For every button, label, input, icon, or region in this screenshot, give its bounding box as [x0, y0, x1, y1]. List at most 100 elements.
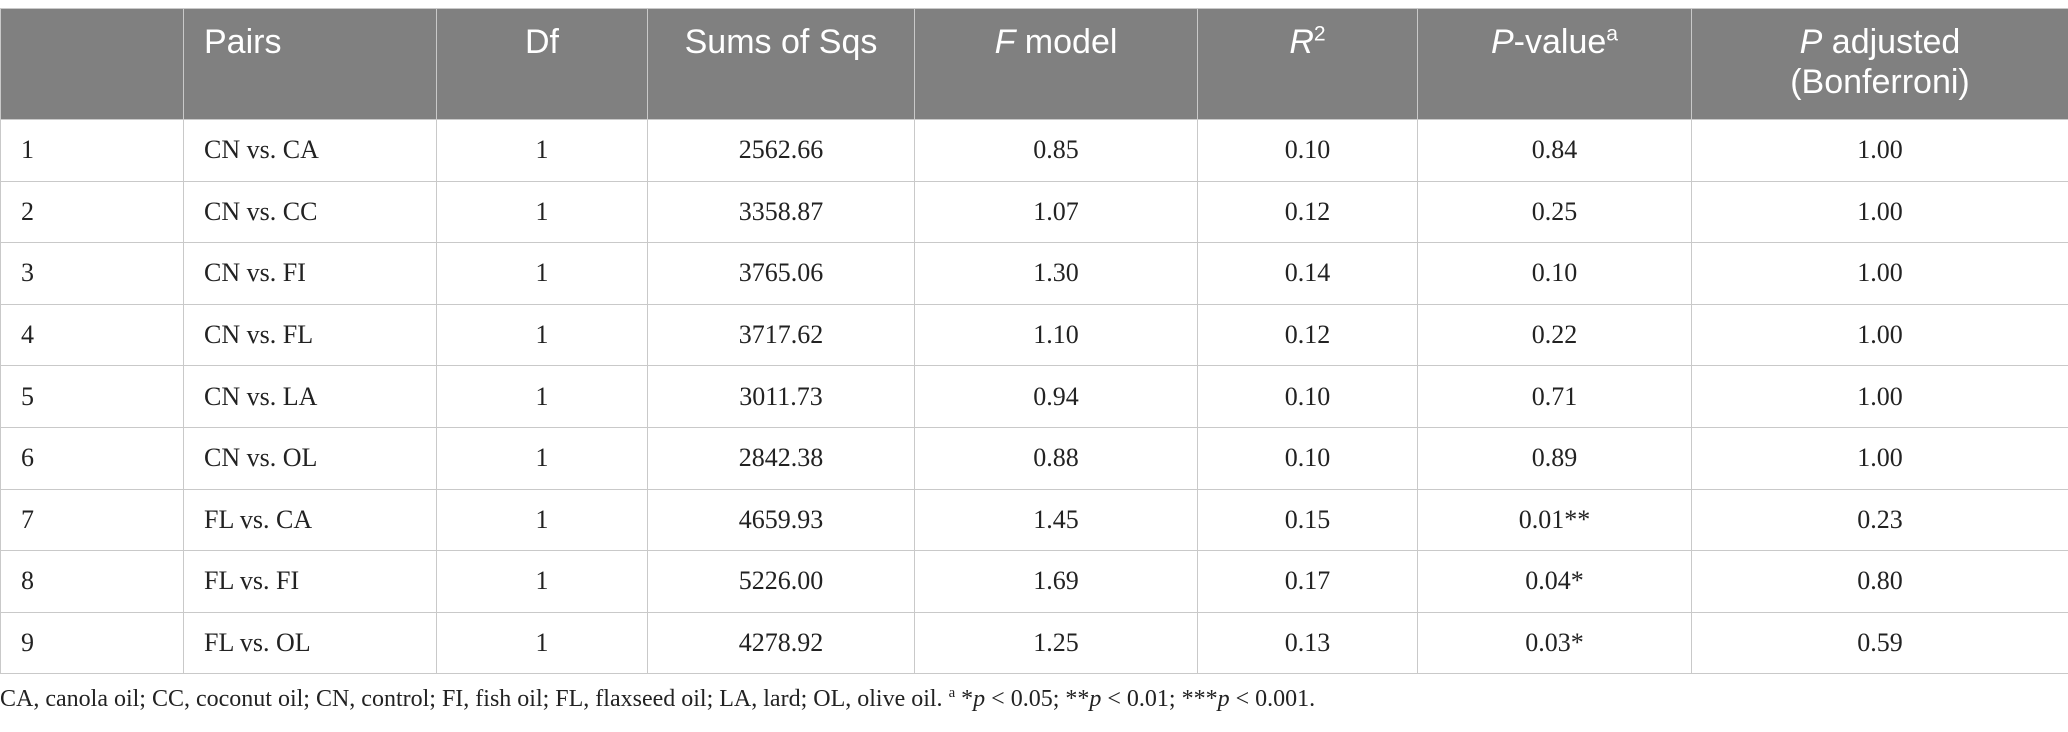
pair-cell: CN vs. FI — [183, 242, 437, 305]
r-squared-cell: 0.14 — [1197, 242, 1418, 305]
footnote-significance-1: * — [955, 686, 974, 712]
header-f-symbol: F — [994, 23, 1016, 61]
row-index: 3 — [0, 242, 184, 305]
table-row: 4 CN vs. FL 1 3717.62 1.10 0.12 0.22 1.00 — [0, 303, 2068, 367]
table-row: 6 CN vs. OL 1 2842.38 0.88 0.10 0.89 1.00 — [0, 426, 2068, 490]
header-padj-method: (Bonferroni) — [1790, 63, 1970, 101]
p-value-cell: 0.89 — [1417, 426, 1692, 490]
p-value-cell: 0.01** — [1417, 488, 1692, 552]
r-squared-cell: 0.10 — [1197, 426, 1418, 490]
f-model-cell: 1.07 — [914, 180, 1198, 244]
footnote-abbreviations: CA, canola oil; CC, coconut oil; CN, con… — [0, 686, 949, 712]
header-sums-of-sqs: Sums of Sqs — [647, 8, 915, 120]
p-value-cell: 0.22 — [1417, 303, 1692, 367]
pair-cell: FL vs. FI — [183, 550, 437, 613]
row-index: 6 — [0, 426, 184, 490]
row-index: 9 — [0, 611, 184, 675]
p-adjusted-cell: 1.00 — [1691, 242, 2068, 305]
p-adjusted-cell: 1.00 — [1691, 365, 2068, 428]
df-cell: 1 — [436, 303, 648, 367]
header-p-value: P-valuea — [1417, 8, 1692, 120]
r-squared-cell: 0.13 — [1197, 611, 1418, 675]
header-r-superscript: 2 — [1313, 22, 1326, 46]
header-p-footnote-marker: a — [1606, 22, 1619, 46]
header-df: Df — [436, 8, 648, 120]
r-squared-cell: 0.17 — [1197, 550, 1418, 613]
pair-cell: CN vs. OL — [183, 426, 437, 490]
df-cell: 1 — [436, 550, 648, 613]
p-value-cell: 0.84 — [1417, 119, 1692, 182]
sums-of-sqs-cell: 3358.87 — [647, 180, 915, 244]
row-index: 1 — [0, 119, 184, 182]
pair-cell: FL vs. OL — [183, 611, 437, 675]
table-row: 8 FL vs. FI 1 5226.00 1.69 0.17 0.04* 0.80 — [0, 550, 2068, 613]
p-adjusted-cell: 0.59 — [1691, 611, 2068, 675]
p-value-cell: 0.04* — [1417, 550, 1692, 613]
row-index: 7 — [0, 488, 184, 552]
sums-of-sqs-cell: 5226.00 — [647, 550, 915, 613]
df-cell: 1 — [436, 488, 648, 552]
f-model-cell: 0.88 — [914, 426, 1198, 490]
table-row: 5 CN vs. LA 1 3011.73 0.94 0.10 0.71 1.00 — [0, 365, 2068, 428]
pair-cell: CN vs. LA — [183, 365, 437, 428]
header-padj-symbol: P — [1799, 23, 1823, 61]
footnote-p-symbol-3: p — [1217, 686, 1230, 712]
p-adjusted-cell: 0.80 — [1691, 550, 2068, 613]
header-index — [0, 8, 184, 120]
sums-of-sqs-cell: 3765.06 — [647, 242, 915, 305]
sums-of-sqs-cell: 4659.93 — [647, 488, 915, 552]
sums-of-sqs-cell: 2562.66 — [647, 119, 915, 182]
row-index: 4 — [0, 303, 184, 367]
f-model-cell: 1.30 — [914, 242, 1198, 305]
header-p-label: -value — [1513, 23, 1607, 61]
row-index: 2 — [0, 180, 184, 244]
df-cell: 1 — [436, 426, 648, 490]
r-squared-cell: 0.15 — [1197, 488, 1418, 552]
footnote-marker: a — [948, 685, 956, 701]
f-model-cell: 1.10 — [914, 303, 1198, 367]
sums-of-sqs-cell: 4278.92 — [647, 611, 915, 675]
p-value-cell: 0.03* — [1417, 611, 1692, 675]
header-f-label: model — [1015, 23, 1118, 61]
row-index: 8 — [0, 550, 184, 613]
df-cell: 1 — [436, 180, 648, 244]
footnote-p-symbol-1: p — [973, 686, 986, 712]
table-row: 7 FL vs. CA 1 4659.93 1.45 0.15 0.01** 0.23 — [0, 488, 2068, 552]
pair-cell: CN vs. FL — [183, 303, 437, 367]
footnote-threshold-1: < 0.05; ** — [985, 686, 1090, 712]
header-r-squared: R2 — [1197, 8, 1418, 120]
df-cell: 1 — [436, 611, 648, 675]
f-model-cell: 0.85 — [914, 119, 1198, 182]
p-value-cell: 0.10 — [1417, 242, 1692, 305]
p-adjusted-cell: 0.23 — [1691, 488, 2068, 552]
df-cell: 1 — [436, 242, 648, 305]
results-table: Pairs Df Sums of Sqs F model R2 P-valuea… — [0, 8, 2068, 675]
f-model-cell: 1.69 — [914, 550, 1198, 613]
p-adjusted-cell: 1.00 — [1691, 180, 2068, 244]
p-adjusted-cell: 1.00 — [1691, 303, 2068, 367]
footnote-p-symbol-2: p — [1089, 686, 1102, 712]
sums-of-sqs-cell: 3011.73 — [647, 365, 915, 428]
row-index: 5 — [0, 365, 184, 428]
p-adjusted-cell: 1.00 — [1691, 119, 2068, 182]
pair-cell: FL vs. CA — [183, 488, 437, 552]
r-squared-cell: 0.10 — [1197, 119, 1418, 182]
f-model-cell: 1.25 — [914, 611, 1198, 675]
r-squared-cell: 0.12 — [1197, 180, 1418, 244]
df-cell: 1 — [436, 119, 648, 182]
p-value-cell: 0.71 — [1417, 365, 1692, 428]
table-row: 9 FL vs. OL 1 4278.92 1.25 0.13 0.03* 0.59 — [0, 611, 2068, 675]
p-value-cell: 0.25 — [1417, 180, 1692, 244]
table-row: 2 CN vs. CC 1 3358.87 1.07 0.12 0.25 1.00 — [0, 180, 2068, 244]
p-adjusted-cell: 1.00 — [1691, 426, 2068, 490]
r-squared-cell: 0.12 — [1197, 303, 1418, 367]
f-model-cell: 1.45 — [914, 488, 1198, 552]
header-padj-label: adjusted — [1822, 23, 1961, 61]
header-r-symbol: R — [1289, 23, 1314, 61]
header-p-symbol: P — [1490, 23, 1514, 61]
header-p-adjusted: P adjusted (Bonferroni) — [1691, 8, 2068, 120]
table-row: 3 CN vs. FI 1 3765.06 1.30 0.14 0.10 1.00 — [0, 242, 2068, 305]
sums-of-sqs-cell: 2842.38 — [647, 426, 915, 490]
pair-cell: CN vs. CA — [183, 119, 437, 182]
footnote-threshold-2: < 0.01; *** — [1101, 686, 1218, 712]
